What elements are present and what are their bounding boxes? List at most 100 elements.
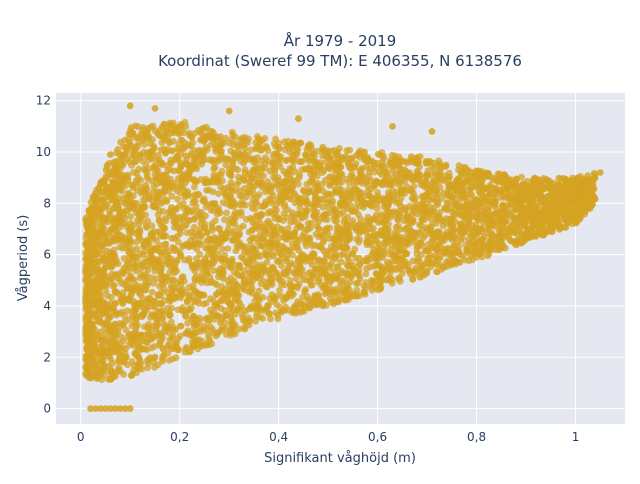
data-point xyxy=(385,189,392,196)
data-point xyxy=(233,248,240,255)
data-point xyxy=(203,203,210,210)
data-point xyxy=(249,245,256,252)
data-point xyxy=(90,224,97,231)
data-point xyxy=(240,223,247,230)
data-point xyxy=(366,168,373,175)
data-point xyxy=(413,267,420,274)
data-point xyxy=(273,239,280,246)
data-point xyxy=(146,240,153,247)
data-point xyxy=(250,271,257,278)
data-point xyxy=(252,146,259,153)
data-point xyxy=(97,270,104,277)
data-point xyxy=(93,187,100,194)
data-point xyxy=(508,197,515,204)
data-point xyxy=(256,219,263,226)
data-point xyxy=(326,191,333,198)
data-point xyxy=(147,314,154,321)
data-point xyxy=(352,189,359,196)
data-point xyxy=(173,214,180,221)
data-point xyxy=(243,216,250,223)
data-point xyxy=(178,323,185,330)
data-point xyxy=(149,222,156,229)
data-point xyxy=(180,273,187,280)
data-point xyxy=(148,230,155,237)
data-point xyxy=(454,189,461,196)
data-point xyxy=(182,349,189,356)
data-point xyxy=(219,246,226,253)
data-point xyxy=(267,315,274,322)
data-point xyxy=(186,284,193,291)
data-point xyxy=(338,252,345,259)
data-point xyxy=(249,235,256,242)
data-point xyxy=(96,280,103,287)
data-point xyxy=(407,227,414,234)
data-point xyxy=(144,176,151,183)
data-point xyxy=(469,257,476,264)
data-point xyxy=(368,277,375,284)
data-point xyxy=(269,223,276,230)
data-point xyxy=(544,184,551,191)
data-point xyxy=(121,354,128,361)
data-point xyxy=(131,134,138,141)
data-point xyxy=(257,177,264,184)
data-point xyxy=(365,188,372,195)
data-point xyxy=(156,300,163,307)
data-point xyxy=(308,282,315,289)
data-point xyxy=(186,243,193,250)
data-point xyxy=(144,364,151,371)
data-point xyxy=(121,172,128,179)
data-point xyxy=(448,194,455,201)
data-point xyxy=(120,160,127,167)
data-point xyxy=(161,321,168,328)
data-point xyxy=(361,283,368,290)
data-point xyxy=(326,262,333,269)
data-point xyxy=(378,284,385,291)
data-point xyxy=(253,293,260,300)
data-point xyxy=(196,251,203,258)
data-point xyxy=(121,234,128,241)
data-point xyxy=(440,163,447,170)
data-point xyxy=(396,274,403,281)
data-point xyxy=(442,173,449,180)
data-point xyxy=(333,218,340,225)
data-point xyxy=(173,354,180,361)
data-point xyxy=(296,172,303,179)
data-point xyxy=(306,303,313,310)
data-point xyxy=(215,288,222,295)
data-point xyxy=(211,302,218,309)
data-point xyxy=(316,164,323,171)
data-point xyxy=(122,318,129,325)
data-point xyxy=(104,248,111,255)
data-point xyxy=(264,178,271,185)
data-point xyxy=(393,233,400,240)
data-point xyxy=(142,194,149,201)
data-point xyxy=(557,188,564,195)
data-point xyxy=(199,198,206,205)
data-point xyxy=(458,179,465,186)
data-point xyxy=(346,147,353,154)
data-point xyxy=(112,259,119,266)
data-point xyxy=(555,175,562,182)
data-point xyxy=(466,187,473,194)
data-point xyxy=(218,256,225,263)
data-point xyxy=(410,258,417,265)
data-point xyxy=(443,259,450,266)
data-point xyxy=(155,361,162,368)
data-point xyxy=(308,146,315,153)
data-point xyxy=(161,280,168,287)
data-point xyxy=(155,247,162,254)
data-point xyxy=(415,243,422,250)
data-point xyxy=(142,133,149,140)
data-point xyxy=(333,274,340,281)
data-point xyxy=(209,224,216,231)
data-point xyxy=(356,267,363,274)
data-point xyxy=(486,222,493,229)
data-point xyxy=(122,144,129,151)
data-point xyxy=(164,167,171,174)
data-point xyxy=(140,262,147,269)
data-point xyxy=(251,265,258,272)
data-point xyxy=(371,231,378,238)
data-point xyxy=(196,239,203,246)
data-point xyxy=(271,215,278,222)
data-point xyxy=(259,236,266,243)
